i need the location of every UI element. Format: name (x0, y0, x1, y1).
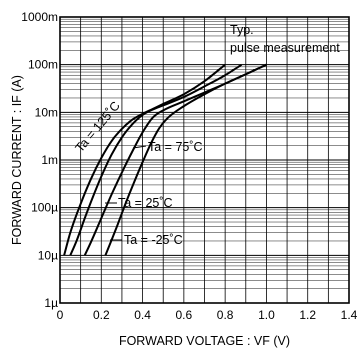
leader-line-ta-75c (132, 145, 147, 149)
x-tick-label: 0.8 (217, 308, 234, 322)
y-tick-label: 1000m (21, 10, 58, 24)
y-tick-label: 10m (35, 105, 58, 119)
y-tick-label: 1µ (44, 296, 58, 310)
grid-layer (60, 17, 349, 303)
x-tick-label: 0 (57, 308, 64, 322)
series-line-ta-75c (69, 63, 243, 256)
series-line-ta-125c (63, 63, 226, 256)
x-tick-label: 1.4 (341, 308, 358, 322)
series-label-ta-75c: Ta = 75˚C (148, 140, 203, 154)
x-tick-label: 0.2 (93, 308, 110, 322)
y-tick-label: 10µ (38, 248, 58, 262)
x-tick-label: 0.6 (176, 308, 193, 322)
annotation-pulse-measurement: pulse measurement (230, 41, 340, 55)
series-label-ta-25c: Ta = 25˚C (118, 196, 173, 210)
y-axis-title: FORWARD CURRENT : IF (A) (10, 75, 24, 245)
x-tick-label: 0.4 (134, 308, 151, 322)
x-axis-title: FORWARD VOLTAGE : VF (V) (119, 334, 290, 348)
series-label-ta-minus-25c: Ta = -25˚C (124, 233, 183, 247)
x-tick-label: 1.0 (258, 308, 275, 322)
tick-label-layer: 0 0.2 0.4 0.6 0.8 1.0 1.2 1.4 1µ 10µ 100µ 1m 10m 100m… (21, 10, 357, 322)
y-tick-label: 1m (41, 153, 58, 167)
plot-frame (59, 16, 350, 304)
curve-layer (63, 63, 267, 256)
series-line-ta-minus-25c (104, 63, 267, 256)
y-tick-label: 100µ (31, 201, 58, 215)
y-tick-label: 100m (28, 58, 58, 72)
annotation-typ: Typ. (230, 23, 254, 37)
x-tick-label: 1.2 (299, 308, 316, 322)
